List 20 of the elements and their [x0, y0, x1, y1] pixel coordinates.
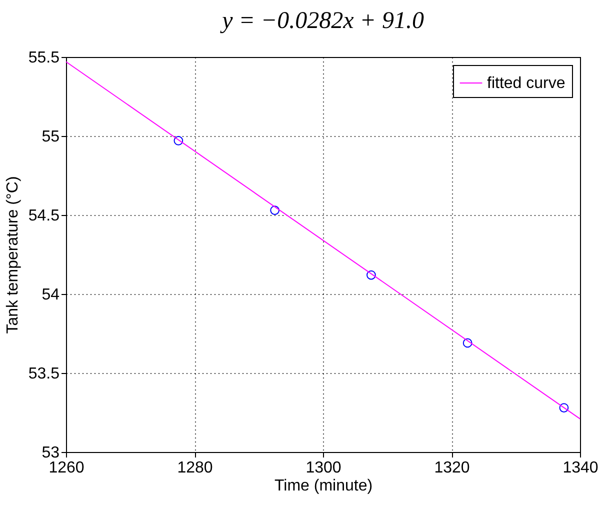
point [174, 136, 184, 146]
point [559, 403, 569, 412]
y-tick-label: 55 [42, 128, 60, 146]
chart-title: y = −0.0282x + 91.0 [220, 8, 424, 34]
legend-label: fitted curve [487, 75, 566, 92]
x-tick-label: 1280 [177, 460, 213, 476]
y-tick-label: 55.5 [28, 50, 60, 66]
x-tick-label: 1260 [48, 460, 84, 476]
y-tick-label: 53.5 [28, 366, 60, 382]
point [270, 206, 280, 215]
y-axis-title: Tank temperature (°C) [4, 176, 22, 334]
y-tick-label: 53 [42, 444, 60, 462]
x-axis-title: Time (minute) [274, 478, 373, 494]
x-tick-label: 1300 [306, 460, 342, 476]
x-tick-label: 1320 [434, 460, 470, 476]
y-tick-label: 54.5 [28, 208, 60, 224]
point [462, 338, 472, 348]
point [366, 270, 376, 280]
y-tick-label: 54 [42, 286, 60, 304]
x-tick-label: 1340 [562, 460, 598, 476]
